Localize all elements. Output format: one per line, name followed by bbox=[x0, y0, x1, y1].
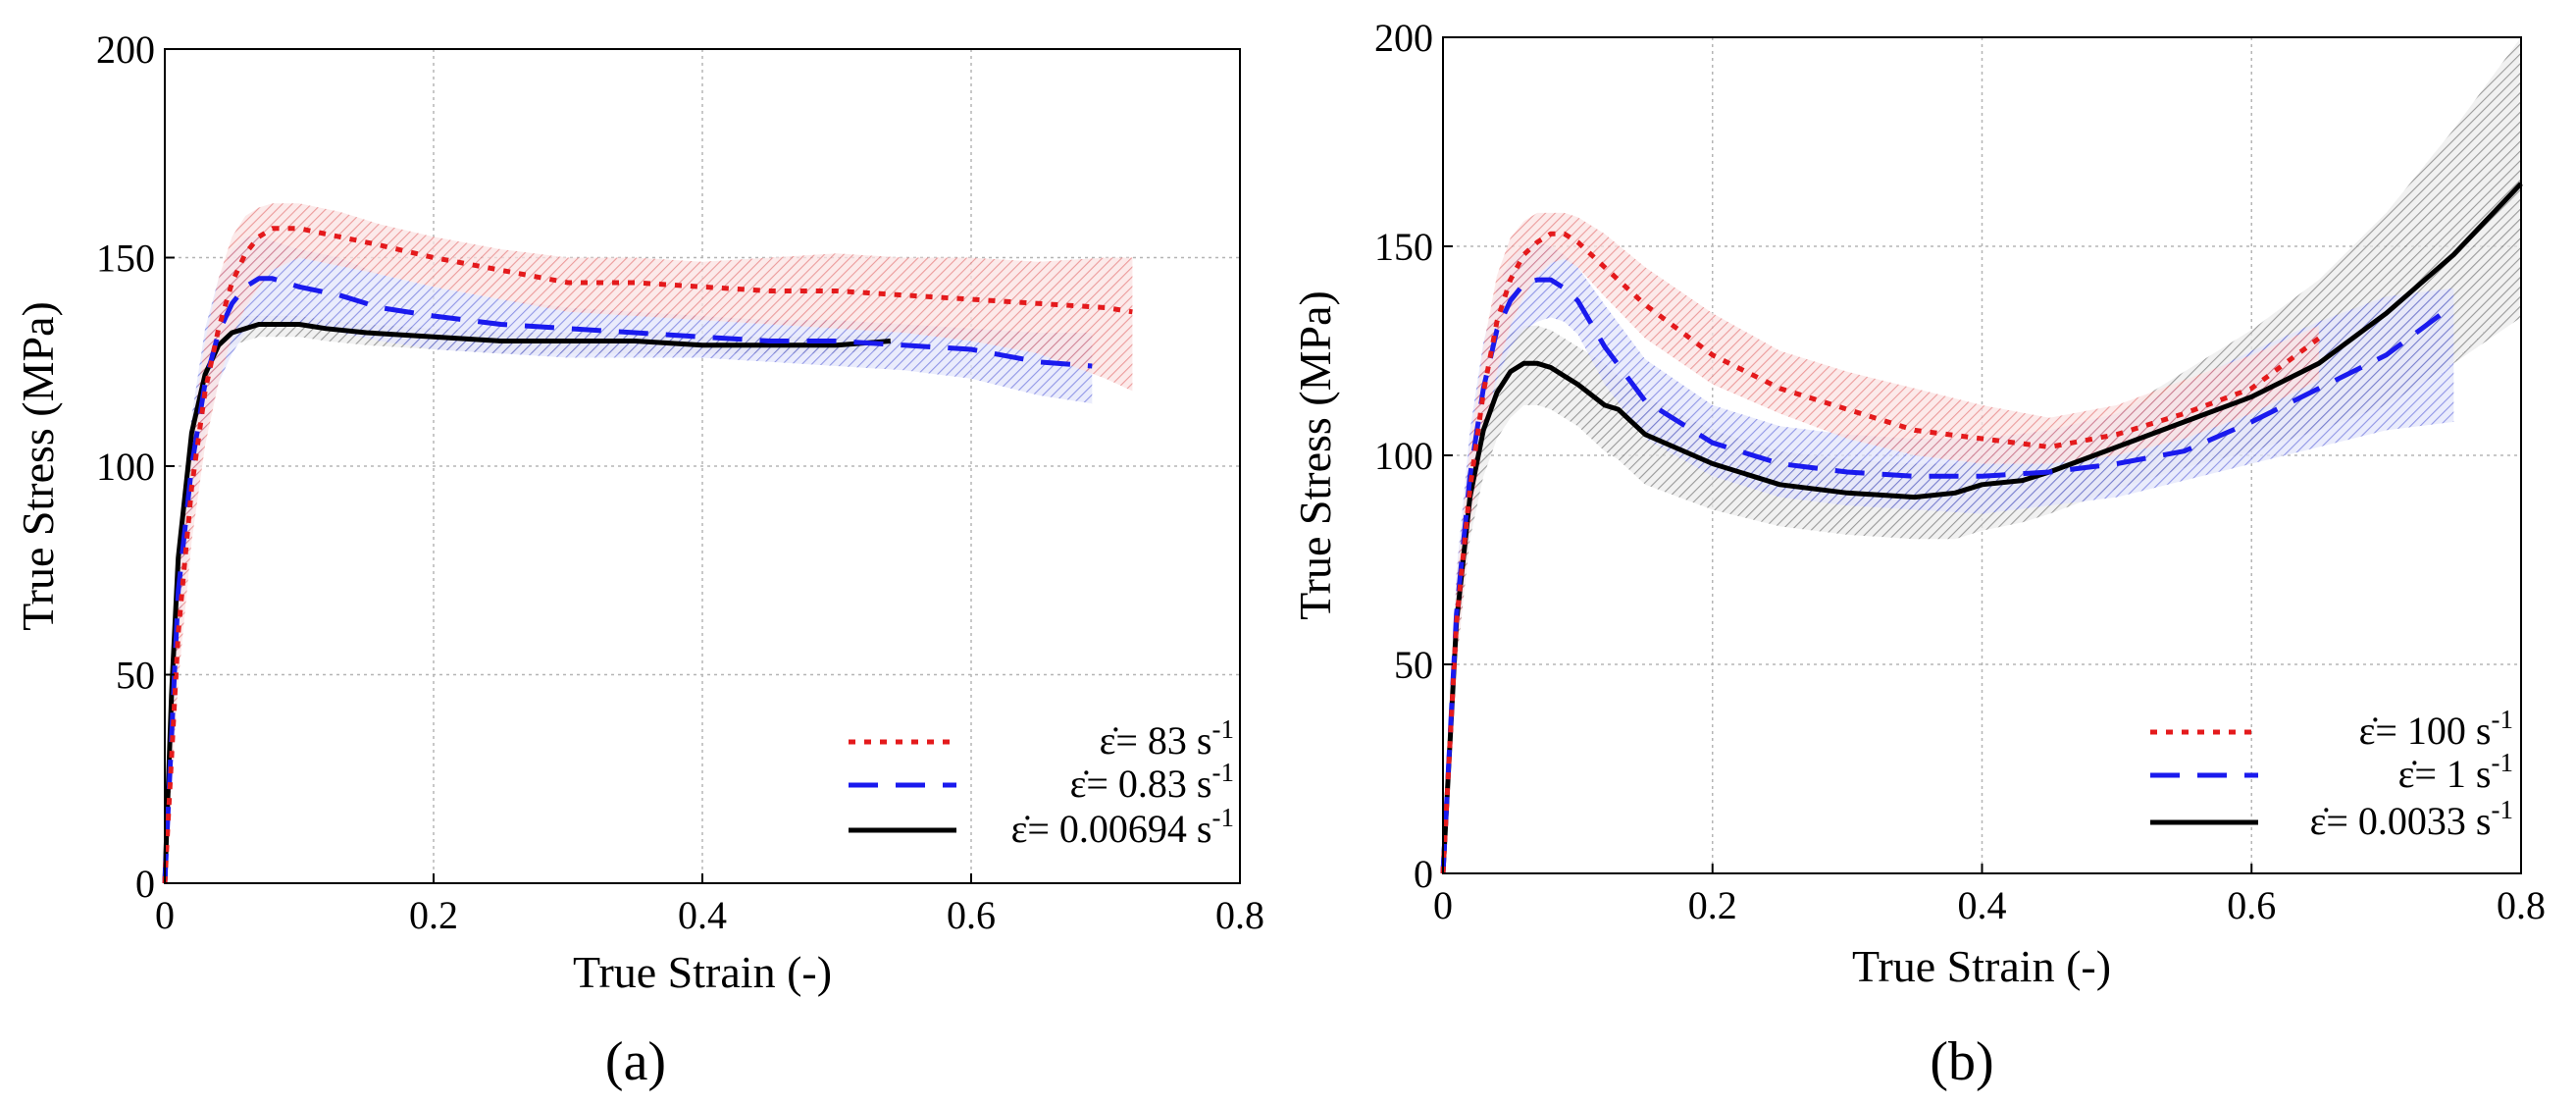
legend-value: 100 bbox=[2407, 709, 2476, 753]
x-tick-label: 0.2 bbox=[409, 893, 458, 937]
bands-b bbox=[1443, 37, 2521, 873]
legend-prefix: ε̇= bbox=[2398, 752, 2447, 796]
legend-value: 0.83 bbox=[1118, 762, 1197, 806]
y-tick-label: 200 bbox=[96, 27, 155, 72]
legend-label-83: ε̇= 83 s-1 bbox=[1100, 714, 1234, 763]
legend-value: 0.0033 bbox=[2358, 799, 2476, 843]
y-ticks-a: 0 50 100 150 200 bbox=[96, 27, 175, 906]
legend-prefix: ε̇= bbox=[2359, 709, 2407, 753]
legend-prefix: ε̇= bbox=[2310, 799, 2358, 843]
legend-a: ε̇= 83 s-1ε̇= 0.83 s-1ε̇= 0.00694 s-1 bbox=[849, 714, 1234, 851]
legend-exponent: -1 bbox=[2492, 748, 2514, 777]
x-tick-label: 0.8 bbox=[2497, 883, 2546, 927]
y-tick-label: 150 bbox=[96, 237, 155, 281]
legend-label-1: ε̇= 1 s-1 bbox=[2398, 748, 2513, 796]
y-axis-label-a: True Stress (MPa) bbox=[13, 301, 63, 631]
chart-panel-a: 0 0.2 0.4 0.6 0.8 0 50 100 150 200 True Strain (… bbox=[13, 27, 1264, 1092]
x-axis-label-b: True Strain (-) bbox=[1852, 941, 2111, 991]
series-line-0.0033 bbox=[1440, 182, 2523, 874]
legend-unit: s bbox=[1197, 762, 1212, 806]
band-100 bbox=[1443, 212, 2319, 873]
legend-label-0.83: ε̇= 0.83 s-1 bbox=[1070, 758, 1234, 806]
legend-prefix: ε̇= bbox=[1011, 807, 1059, 851]
y-tick-label: 0 bbox=[1414, 852, 1433, 896]
series-line-83 bbox=[162, 226, 1133, 884]
legend-unit: s bbox=[2476, 752, 2492, 796]
legend-unit: s bbox=[1197, 807, 1212, 851]
legend-exponent: -1 bbox=[2492, 795, 2514, 824]
band-0.0033 bbox=[1443, 37, 2521, 873]
legend-value: 0.00694 bbox=[1059, 807, 1197, 851]
x-tick-label: 0.4 bbox=[678, 893, 727, 937]
band-0.83 bbox=[165, 237, 1093, 884]
legend-value: 1 bbox=[2447, 752, 2476, 796]
bands-a bbox=[165, 203, 1133, 884]
x-ticks-a: 0 0.2 0.4 0.6 0.8 bbox=[155, 873, 1264, 937]
legend-prefix: ε̇= bbox=[1070, 762, 1118, 806]
x-tick-label: 0.6 bbox=[2227, 883, 2276, 927]
legend-exponent: -1 bbox=[1212, 758, 1235, 787]
y-ticks-b: 0 50 100 150 200 bbox=[1374, 16, 1453, 896]
x-tick-label: 0.8 bbox=[1215, 893, 1264, 937]
x-tick-label: 0.4 bbox=[1958, 883, 2007, 927]
series-line-1 bbox=[1440, 277, 2455, 874]
y-tick-label: 100 bbox=[96, 445, 155, 489]
x-tick-label: 0 bbox=[1433, 883, 1453, 927]
legend-label-0.00694: ε̇= 0.00694 s-1 bbox=[1011, 803, 1234, 851]
y-axis-label-b: True Stress (MPa) bbox=[1290, 290, 1340, 620]
legend-unit: s bbox=[2476, 799, 2492, 843]
legend-b: ε̇= 100 s-1ε̇= 1 s-1ε̇= 0.0033 s-1 bbox=[2150, 705, 2513, 843]
legend-prefix: ε̇= bbox=[1100, 718, 1148, 763]
series-line-0.00694 bbox=[162, 322, 891, 884]
legend-exponent: -1 bbox=[1212, 714, 1235, 744]
legend-value: 83 bbox=[1148, 718, 1197, 763]
y-tick-label: 0 bbox=[135, 862, 155, 906]
panel-label-b: (b) bbox=[1930, 1031, 1993, 1092]
y-tick-label: 50 bbox=[116, 654, 155, 698]
chart-panel-b: 0 0.2 0.4 0.6 0.8 0 50 100 150 200 True Strain (… bbox=[1290, 16, 2546, 1092]
x-ticks-b: 0 0.2 0.4 0.6 0.8 bbox=[1433, 864, 2546, 927]
y-tick-label: 150 bbox=[1374, 225, 1433, 269]
band-83 bbox=[165, 203, 1133, 884]
x-tick-label: 0.6 bbox=[947, 893, 996, 937]
series-line-100 bbox=[1440, 231, 2321, 874]
panel-label-a: (a) bbox=[605, 1031, 666, 1092]
lines-a bbox=[162, 226, 1133, 884]
y-tick-label: 50 bbox=[1394, 643, 1433, 687]
lines-b bbox=[1440, 182, 2523, 874]
legend-label-100: ε̇= 100 s-1 bbox=[2359, 705, 2513, 753]
legend-exponent: -1 bbox=[2492, 705, 2514, 734]
legend-label-0.0033: ε̇= 0.0033 s-1 bbox=[2310, 795, 2513, 843]
legend-unit: s bbox=[1197, 718, 1212, 763]
y-tick-label: 200 bbox=[1374, 16, 1433, 60]
x-tick-label: 0.2 bbox=[1688, 883, 1737, 927]
y-tick-label: 100 bbox=[1374, 434, 1433, 478]
legend-exponent: -1 bbox=[1212, 803, 1235, 832]
x-axis-label-a: True Strain (-) bbox=[573, 947, 832, 997]
x-tick-label: 0 bbox=[155, 893, 175, 937]
legend-unit: s bbox=[2476, 709, 2492, 753]
